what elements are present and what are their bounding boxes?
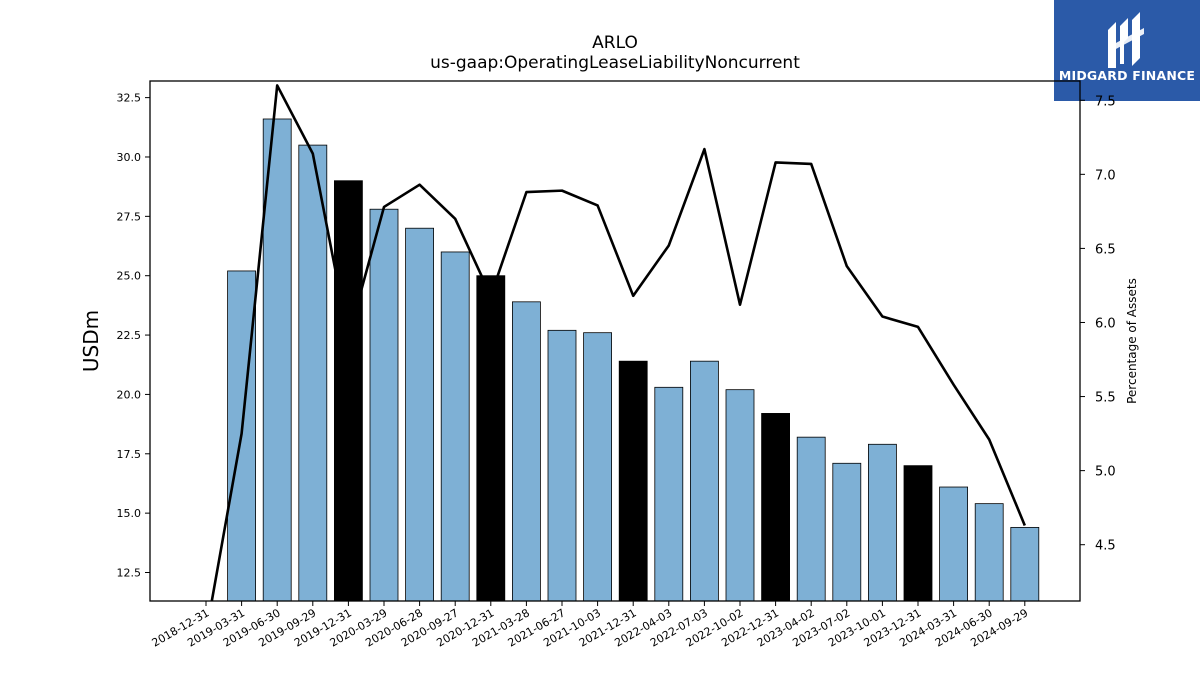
- plot-border: [149, 80, 1081, 602]
- y2-tick-label: 5.5: [1095, 391, 1116, 406]
- chart-subtitle: us-gaap:OperatingLeaseLiabilityNoncurren…: [430, 53, 800, 73]
- y-tick-label: 20.0: [117, 388, 142, 401]
- y-tick-label: 27.5: [117, 210, 142, 223]
- bar: [618, 360, 648, 602]
- bar: [654, 386, 684, 602]
- bar: [262, 118, 292, 602]
- bar: [476, 275, 506, 602]
- bar: [939, 486, 968, 602]
- bar: [761, 413, 790, 602]
- y-tick-label: 30.0: [117, 151, 142, 164]
- midgard-logo-icon: [1108, 12, 1144, 68]
- bar: [440, 251, 470, 602]
- x-axis-ticks: 2018-12-312019-03-312019-06-302019-09-29…: [150, 601, 1030, 650]
- y2-tick-label: 6.0: [1095, 316, 1116, 331]
- bar: [405, 227, 435, 602]
- bar: [796, 436, 826, 602]
- brand-name: MIDGARD FINANCE: [1058, 68, 1196, 83]
- ratio-series-line: [210, 84, 1027, 601]
- y-tick-label: 25.0: [117, 270, 142, 283]
- y2-tick-label: 7.5: [1095, 94, 1116, 109]
- bar: [832, 462, 862, 602]
- y2-tick-label: 4.5: [1095, 539, 1116, 554]
- bar: [725, 389, 755, 602]
- bar: [298, 144, 328, 602]
- brand-logo: MIDGARD FINANCE: [1054, 0, 1200, 101]
- y-axis-ticks: 12.5 15.0 17.5 20.0 22.5 25.0 27.5 30.0 32.5: [117, 92, 150, 580]
- bar: [583, 332, 612, 602]
- bar: [547, 329, 577, 602]
- y2-tick-label: 5.0: [1095, 465, 1116, 480]
- y2-tick-label: 6.5: [1095, 242, 1116, 257]
- y2-axis-label: Percentage of Assets: [1125, 278, 1139, 404]
- y-tick-label: 22.5: [117, 329, 142, 342]
- y2-tick-label: 7.0: [1095, 168, 1116, 183]
- ratio-line: [210, 84, 1027, 601]
- y-tick-label: 12.5: [117, 567, 142, 580]
- plot-frame: [149, 80, 1081, 602]
- bar: [868, 443, 897, 602]
- y-tick-label: 15.0: [117, 507, 142, 520]
- bar: [1010, 526, 1040, 602]
- bar: [974, 503, 1004, 602]
- bar: [333, 180, 363, 602]
- bar: [512, 301, 541, 602]
- y-tick-label: 32.5: [117, 92, 142, 105]
- bar: [690, 360, 719, 602]
- bars: [227, 118, 1040, 602]
- y-tick-label: 17.5: [117, 448, 142, 461]
- y2-axis-ticks: 4.5 5.0 5.5 6.0 6.5 7.0 7.5: [1080, 94, 1116, 554]
- chart-title: ARLO: [592, 33, 638, 53]
- y-axis-label: USDm: [79, 310, 103, 372]
- bar: [903, 465, 933, 602]
- bar: [369, 208, 399, 602]
